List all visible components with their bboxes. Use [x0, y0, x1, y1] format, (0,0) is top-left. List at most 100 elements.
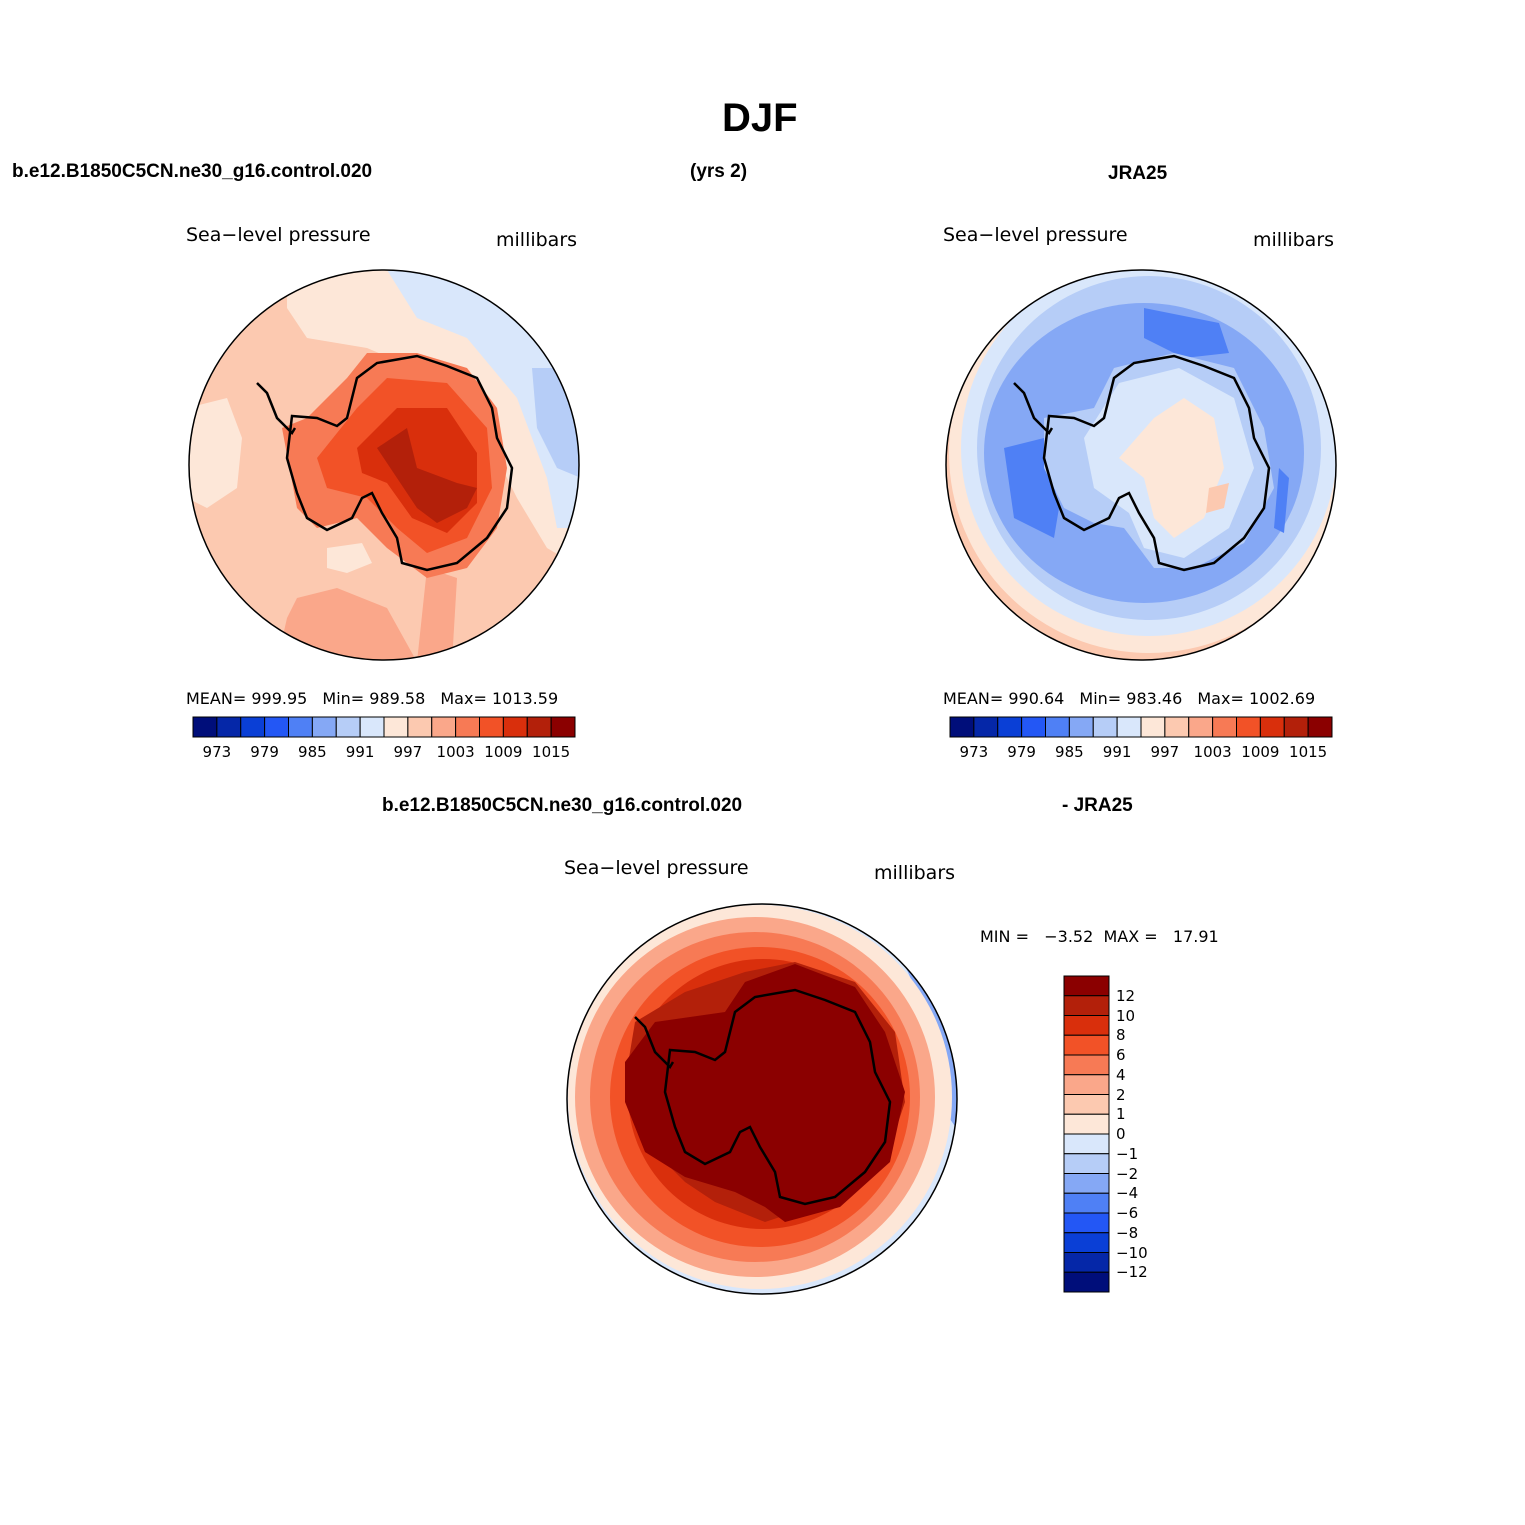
diff-colorbar-swatch: [1063, 1054, 1110, 1076]
obs-colorbar-swatch: [1236, 716, 1261, 738]
diff-colorbar-swatch: [1063, 1153, 1110, 1174]
diff-colorbar-swatch: [1063, 1113, 1110, 1135]
model-colorbar-swatch: [383, 716, 409, 738]
model-colorbar-swatch: [335, 716, 361, 738]
diff-colorbar-swatch: [1063, 1232, 1110, 1253]
diff-peninsula-coastline: [634, 1016, 675, 1070]
model-colorbar-swatch: [311, 716, 337, 738]
obs-max-label: Max=: [1197, 689, 1244, 708]
diff-colorbar-tick-label: −1: [1116, 1144, 1139, 1163]
obs-variable-label: Sea−level pressure: [943, 224, 1128, 246]
diff-colorbar-swatch: [1063, 1173, 1110, 1194]
obs-plateau-zone: [1119, 398, 1224, 538]
obs-colorbar-swatch: [1307, 716, 1333, 738]
diff-colorbar-tick-label: 12: [1116, 986, 1136, 1005]
obs-north-low: [1144, 308, 1229, 358]
obs-colorbar: [949, 716, 1333, 738]
model-colorbar-tick-label: 973: [202, 743, 232, 761]
model-max-label: Max=: [440, 689, 487, 708]
obs-east-low: [1274, 468, 1289, 533]
model-colorbar-swatch: [216, 716, 242, 738]
obs-colorbar-tick-label: 1009: [1241, 743, 1280, 761]
diff-colorbar-tick-label: −10: [1116, 1243, 1148, 1262]
diff-colorbar-tick-label: −2: [1116, 1164, 1139, 1183]
diff-colorbar-tick-label: −8: [1116, 1223, 1139, 1242]
obs-colorbar-tick-label: 991: [1102, 743, 1132, 761]
diff-colorbar-swatch: [1063, 1192, 1110, 1214]
obs-mean-label: MEAN=: [943, 689, 1004, 708]
obs-peninsula-coastline: [1013, 382, 1054, 436]
model-peninsula-coastline: [256, 382, 297, 436]
model-colorbar-tick-label: 985: [298, 743, 327, 761]
obs-colorbar-swatch: [1140, 716, 1166, 738]
model-min-value: 989.58: [369, 689, 426, 708]
model-colorbar-swatch: [526, 716, 552, 738]
model-colorbar-tick-label: 1003: [436, 743, 475, 761]
model-stats: MEAN= 999.95 Min= 989.58 Max= 1013.59: [186, 689, 558, 708]
model-polar-map: [188, 269, 580, 661]
model-max-value: 1013.59: [491, 689, 559, 708]
model-variable-label: Sea−level pressure: [186, 224, 371, 246]
model-colorbar-swatch: [502, 716, 528, 738]
model-colorbar-swatch: [192, 716, 218, 738]
obs-stats: MEAN= 990.64 Min= 983.46 Max= 1002.69: [943, 689, 1315, 708]
obs-colorbar-swatch: [1021, 716, 1046, 738]
model-colorbar-swatch: [407, 716, 433, 738]
model-peak-zone: [377, 428, 477, 523]
model-west-light-zone: [189, 398, 242, 508]
obs-colorbar-tick-label: 979: [1007, 743, 1036, 761]
diff-southwest-blue: [567, 1232, 625, 1294]
model-map-border: [188, 269, 580, 661]
obs-colorbar-labels: 973 979 985 991 997 1003 1009 1015: [950, 743, 1332, 763]
obs-label: JRA25: [1108, 163, 1168, 184]
diff-colorbar-tick-label: 0: [1116, 1125, 1126, 1143]
obs-colorbar-swatch: [997, 716, 1023, 738]
model-colorbar-tick-label: 991: [345, 743, 375, 761]
diff-colorbar-tick-label: −6: [1116, 1204, 1139, 1222]
model-colorbar: [192, 716, 576, 738]
obs-colorbar-swatch: [973, 716, 999, 738]
model-min-label: Min=: [322, 689, 365, 708]
obs-colorbar-swatch: [1068, 716, 1094, 738]
diff-obs-label: - JRA25: [1062, 795, 1133, 816]
diff-colorbar-swatch: [1063, 1271, 1110, 1293]
obs-map-border: [945, 269, 1337, 661]
diff-colorbar-tick-label: 4: [1116, 1065, 1126, 1084]
obs-colorbar-swatch: [1116, 716, 1142, 738]
model-colorbar-tick-label: 997: [393, 743, 423, 761]
obs-colorbar-tick-label: 973: [959, 743, 989, 761]
diff-colorbar-tick-label: 1: [1116, 1105, 1126, 1124]
diff-colorbar-tick-label: −4: [1116, 1184, 1139, 1203]
obs-colorbar-swatch: [1092, 716, 1118, 738]
model-mean-value: 999.95: [251, 689, 308, 708]
model-colorbar-swatch: [264, 716, 289, 738]
obs-colorbar-tick-label: 997: [1150, 743, 1180, 761]
diff-colorbar-labels: 12 10 8 6 4 2 1 0 −1 −2 −4 −6 −8 −10 −12: [1116, 976, 1176, 1292]
diff-colorbar-swatch: [1063, 1212, 1110, 1234]
model-colorbar-swatch: [359, 716, 385, 738]
model-colorbar-tick-label: 1009: [484, 743, 523, 761]
diff-minmax: MIN = −3.52 MAX = 17.91: [980, 927, 1219, 946]
obs-max-value: 1002.69: [1248, 689, 1316, 708]
diff-polar-map: [566, 903, 958, 1295]
diff-colorbar-tick-label: 8: [1116, 1026, 1126, 1045]
model-colorbar-swatch: [455, 716, 480, 738]
diff-colorbar-swatch: [1063, 1074, 1110, 1095]
diff-colorbar-swatch: [1063, 975, 1110, 997]
diff-colorbar-tick-label: 10: [1116, 1006, 1136, 1025]
diff-map-border: [566, 903, 958, 1295]
diff-case-label: b.e12.B1850C5CN.ne30_g16.control.020: [382, 795, 743, 816]
obs-antarctica-coastline: [1042, 354, 1271, 572]
diff-colorbar-swatch: [1063, 1015, 1110, 1036]
diff-units-label: millibars: [874, 862, 956, 884]
obs-polar-map: [945, 269, 1337, 661]
obs-colorbar-swatch: [949, 716, 975, 738]
obs-mean-value: 990.64: [1008, 689, 1065, 708]
years-label: (yrs 2): [690, 161, 748, 182]
obs-colorbar-swatch: [1259, 716, 1285, 738]
obs-units-label: millibars: [1253, 229, 1335, 251]
obs-colorbar-swatch: [1283, 716, 1309, 738]
model-south-orange-zone: [277, 588, 417, 660]
diff-colorbar-swatch: [1063, 1252, 1110, 1273]
obs-colorbar-tick-label: 1003: [1193, 743, 1232, 761]
